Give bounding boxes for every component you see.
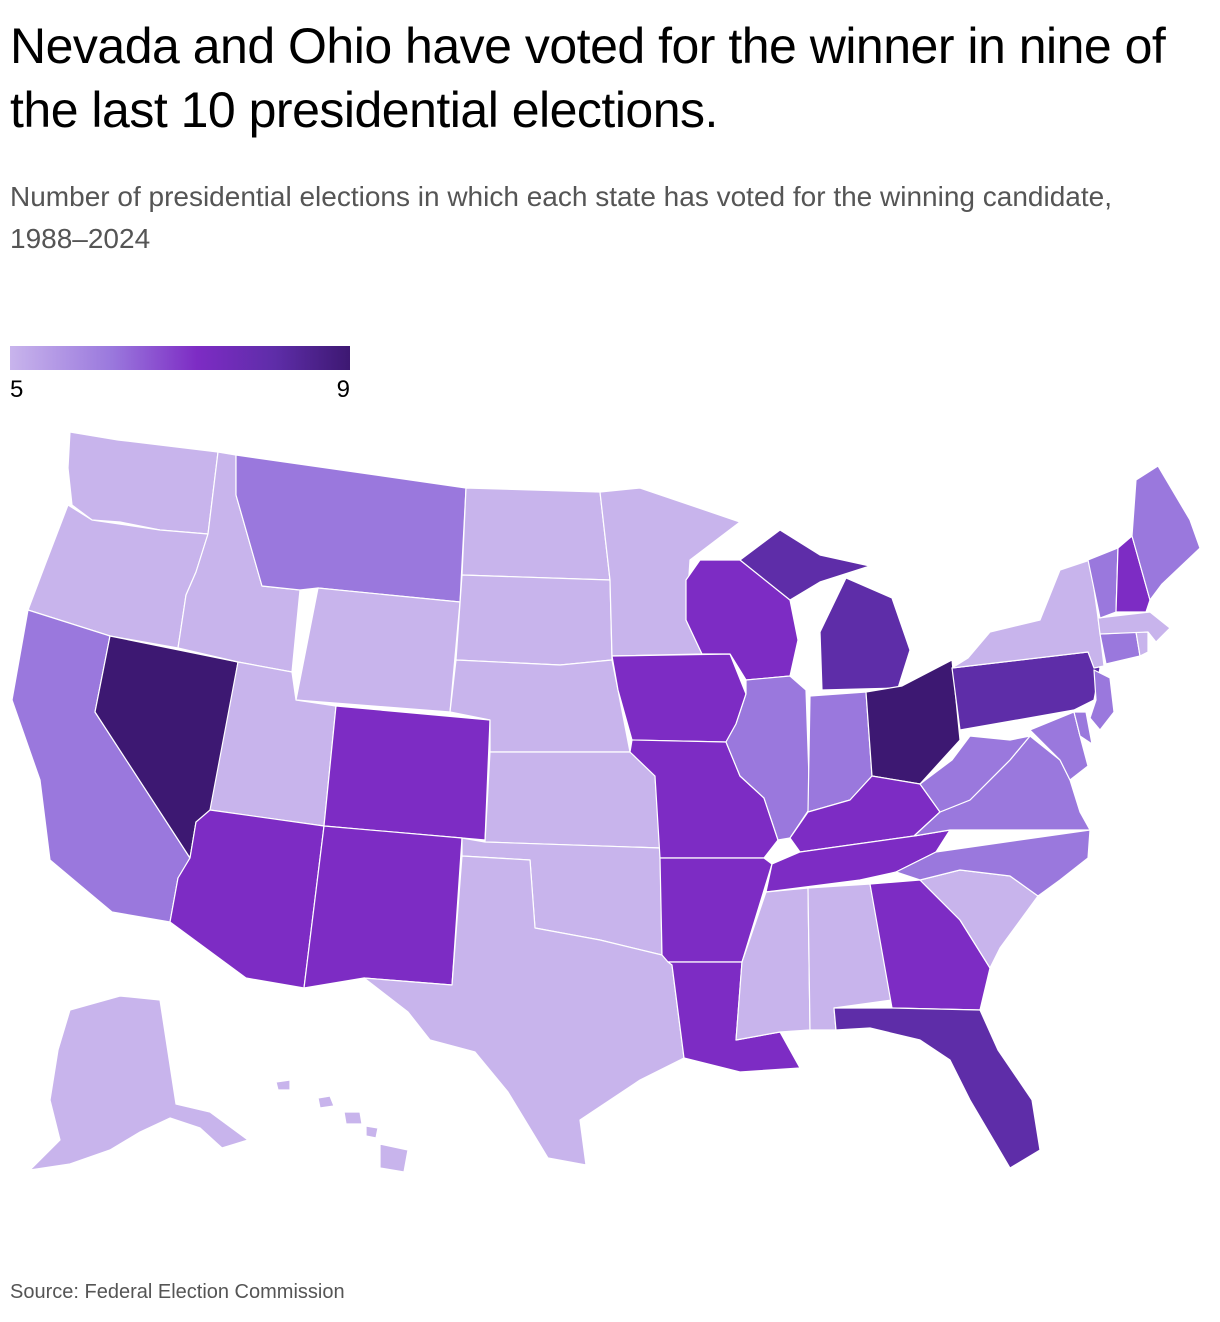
chart-title: Nevada and Ohio have voted for the winne… xyxy=(10,18,1166,138)
state-HI[interactable]: Hawaii: 5 xyxy=(275,1079,409,1173)
state-CT[interactable]: Connecticut: 6 xyxy=(1099,631,1141,665)
state-SD[interactable]: South Dakota: 5 xyxy=(455,574,613,666)
state-DE[interactable]: Delaware: 6 xyxy=(1073,711,1093,745)
chart-subtitle: Number of presidential elections in whic… xyxy=(10,181,1112,254)
state-NM[interactable]: New Mexico: 7 xyxy=(303,825,463,989)
legend-max-label: 9 xyxy=(336,376,350,403)
us-choropleth-map: Washington: 5 Oregon: 5 California: 6 Ne… xyxy=(11,431,1201,1173)
state-WA[interactable]: Washington: 5 xyxy=(67,431,219,535)
state-AZ[interactable]: Arizona: 7 xyxy=(169,809,325,989)
state-ME[interactable]: Maine: 6 xyxy=(1131,465,1201,601)
state-NY[interactable]: New York: 5 xyxy=(951,559,1105,669)
state-KS[interactable]: Kansas: 5 xyxy=(484,751,661,849)
state-TX[interactable]: Texas: 5 xyxy=(363,855,685,1166)
legend-min-label: 5 xyxy=(10,376,24,403)
state-CO[interactable]: Colorado: 7 xyxy=(323,705,491,841)
state-MA[interactable]: Massachusetts: 5 xyxy=(1097,611,1171,643)
color-legend: 5 9 xyxy=(10,346,350,406)
legend-gradient-bar xyxy=(10,346,350,370)
state-NC[interactable]: North Carolina: 6 xyxy=(895,829,1091,897)
state-MT[interactable]: Montana: 6 xyxy=(235,454,467,603)
state-IA[interactable]: Iowa: 7 xyxy=(611,653,747,743)
state-WV[interactable]: West Virginia: 6 xyxy=(919,735,1031,813)
state-NJ[interactable]: New Jersey: 6 xyxy=(1089,669,1115,731)
state-IL[interactable]: Illinois: 6 xyxy=(725,675,811,841)
state-WY[interactable]: Wyoming: 5 xyxy=(295,587,461,713)
state-FL[interactable]: Florida: 8 xyxy=(833,1007,1041,1169)
state-NH[interactable]: New Hampshire: 7 xyxy=(1115,535,1151,613)
state-ND[interactable]: North Dakota: 5 xyxy=(461,487,611,581)
state-AK[interactable]: Alaska: 5 xyxy=(29,995,249,1171)
source-note: Source: Federal Election Commission xyxy=(10,1281,345,1303)
